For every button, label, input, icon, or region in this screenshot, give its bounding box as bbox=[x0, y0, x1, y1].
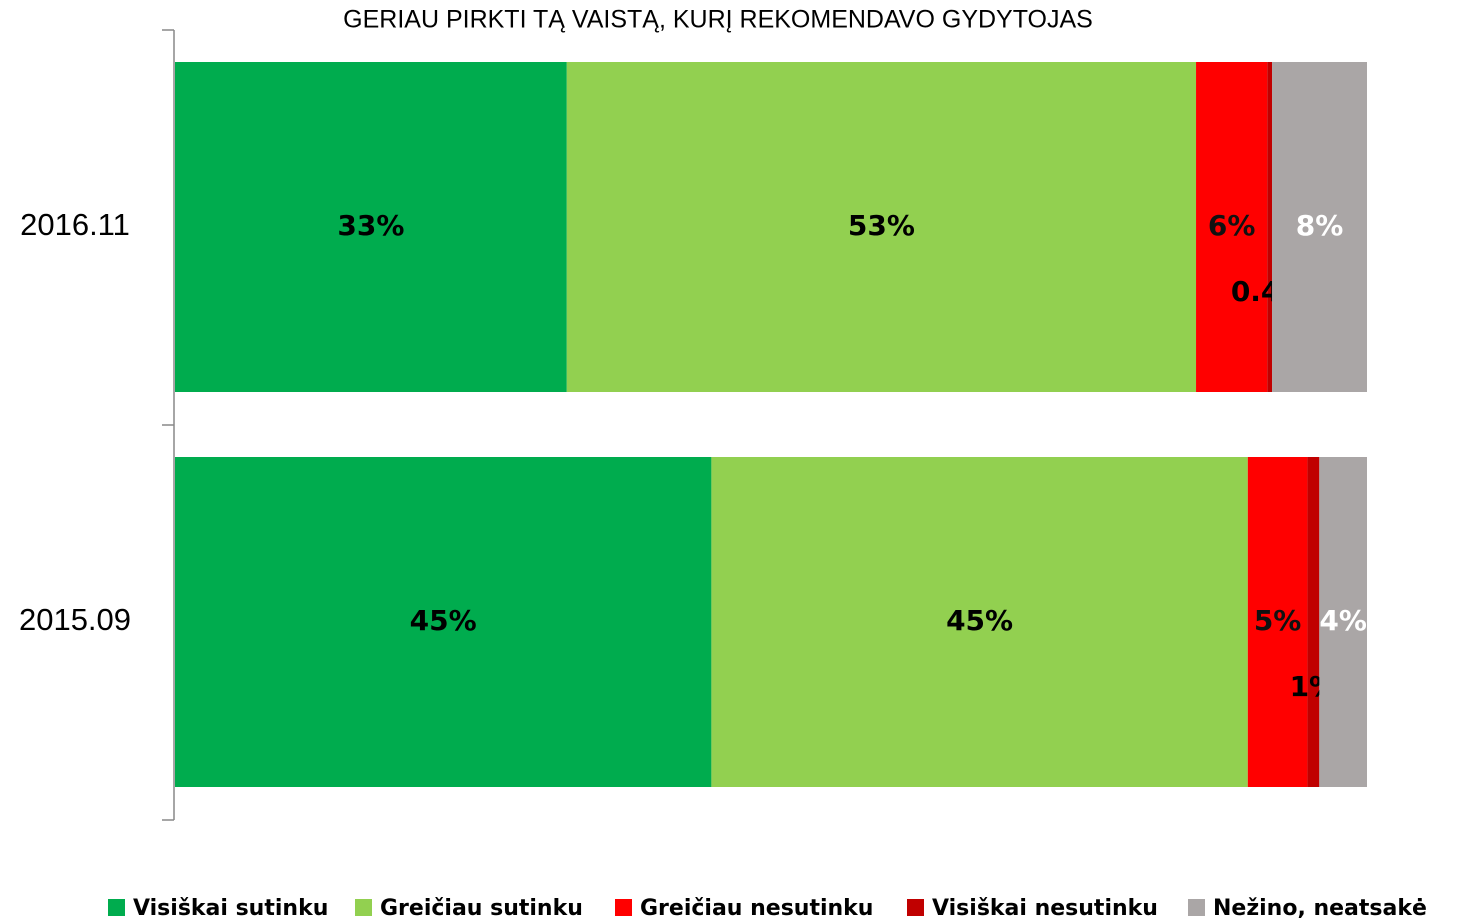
legend-label: Nežino, neatsakė bbox=[1213, 896, 1427, 921]
legend-label: Visiškai nesutinku bbox=[932, 896, 1158, 921]
bar-segment bbox=[1267, 62, 1273, 392]
bar-segment bbox=[566, 62, 1197, 392]
legend-swatch bbox=[907, 899, 924, 916]
bar-segment bbox=[711, 457, 1248, 787]
bar-segment bbox=[1247, 457, 1308, 787]
category-label: 2016.11 bbox=[20, 207, 130, 242]
legend-swatch bbox=[108, 899, 125, 916]
data-label: 8% bbox=[1296, 209, 1344, 242]
bar-segment bbox=[1307, 457, 1320, 787]
data-label: 53% bbox=[848, 209, 915, 242]
data-label: 45% bbox=[410, 604, 477, 637]
data-label: 33% bbox=[337, 209, 404, 242]
data-label: 45% bbox=[946, 604, 1013, 637]
legend-label: Visiškai sutinku bbox=[133, 896, 328, 921]
bar-segment bbox=[175, 62, 567, 392]
legend-swatch bbox=[1188, 899, 1205, 916]
category-label: 2015.09 bbox=[19, 602, 131, 637]
bar-segment bbox=[1196, 62, 1268, 392]
chart-title: GERIAU PIRKTI TĄ VAISTĄ, KURĮ REKOMENDAV… bbox=[343, 6, 1093, 34]
bar-segment bbox=[1319, 457, 1367, 787]
data-label: 6% bbox=[1208, 209, 1256, 242]
data-label: 5% bbox=[1254, 604, 1302, 637]
data-label: 4% bbox=[1319, 604, 1367, 637]
legend-label: Greičiau sutinku bbox=[380, 896, 583, 921]
bar-segment bbox=[1272, 62, 1367, 392]
legend-label: Greičiau nesutinku bbox=[640, 896, 873, 921]
legend-swatch bbox=[615, 899, 632, 916]
legend-swatch bbox=[355, 899, 372, 916]
bar-segment bbox=[175, 457, 712, 787]
